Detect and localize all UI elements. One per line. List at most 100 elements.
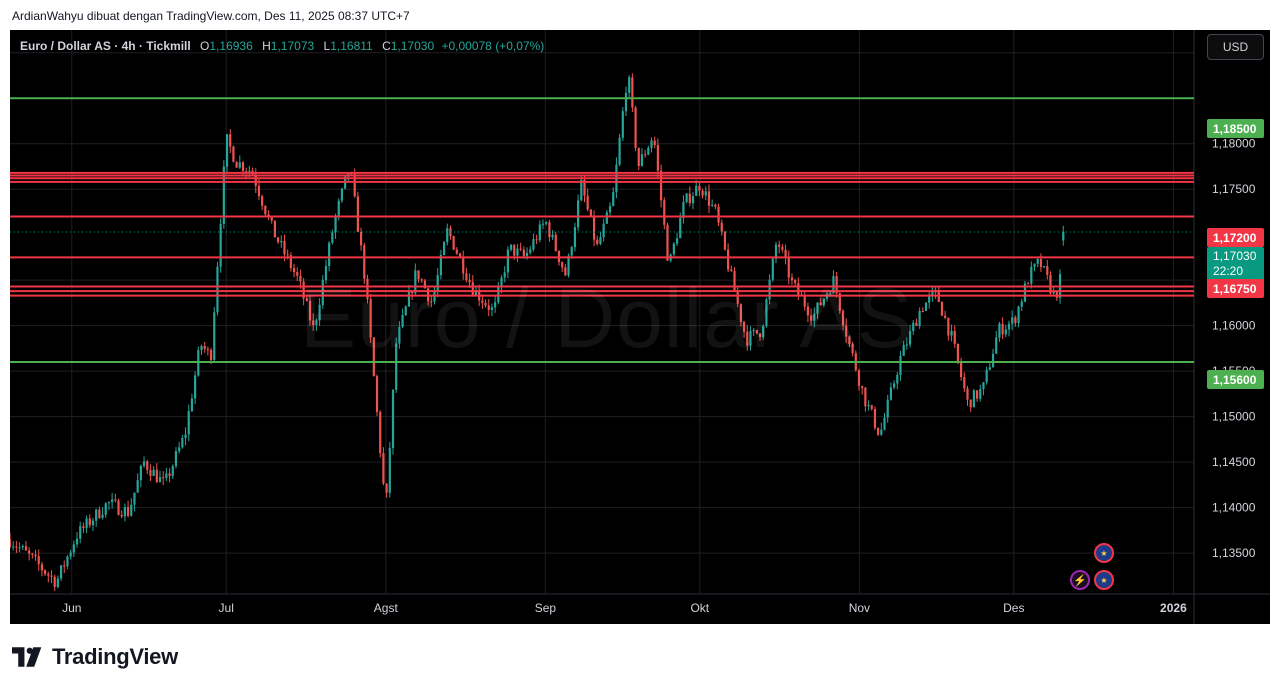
change-value: +0,00078 (+0,07%) bbox=[441, 39, 545, 53]
candle-body bbox=[181, 438, 184, 448]
chart-area[interactable]: 1,190001,180001,175001,165001,160001,155… bbox=[10, 30, 1270, 624]
candle-body bbox=[864, 387, 867, 407]
candle-body bbox=[500, 277, 503, 287]
candle-body bbox=[599, 237, 602, 244]
eu-flag-icon[interactable]: ★ bbox=[1094, 570, 1114, 590]
candle-body bbox=[509, 244, 513, 250]
candle-body bbox=[12, 546, 15, 548]
candle-body bbox=[133, 492, 136, 505]
candle-body bbox=[257, 185, 261, 197]
candle-body bbox=[423, 280, 427, 289]
candle-body bbox=[1001, 323, 1004, 335]
candle-body bbox=[219, 223, 222, 267]
candle-body bbox=[822, 298, 825, 306]
candle-body bbox=[688, 193, 691, 204]
candle-body bbox=[261, 196, 264, 206]
x-tick-label: Jul bbox=[219, 601, 234, 615]
candle-body bbox=[899, 355, 902, 375]
candle-body bbox=[975, 390, 979, 399]
candle-body bbox=[200, 345, 203, 351]
candle-body bbox=[286, 254, 289, 256]
candle-body bbox=[921, 310, 924, 312]
candle-body bbox=[363, 245, 366, 279]
candle-body bbox=[75, 538, 79, 545]
candle-body bbox=[586, 195, 589, 210]
candle-body bbox=[222, 166, 225, 224]
candle-body bbox=[698, 185, 701, 191]
candle-body bbox=[1017, 306, 1020, 324]
x-tick-label: Nov bbox=[849, 601, 870, 615]
candle-body bbox=[111, 499, 114, 503]
candle-body bbox=[803, 295, 806, 307]
price-tag-3[interactable]: 1,17030 22:20 bbox=[1207, 247, 1264, 281]
candle-body bbox=[462, 256, 465, 274]
candle-body bbox=[353, 173, 356, 197]
candle-body bbox=[988, 367, 991, 370]
chart-canvas[interactable]: 1,190001,180001,175001,165001,160001,155… bbox=[10, 30, 1270, 624]
candle-body bbox=[956, 343, 960, 362]
candle-body bbox=[640, 154, 644, 166]
candle-body bbox=[755, 329, 758, 334]
candle-body bbox=[69, 552, 72, 557]
candle-body bbox=[1023, 283, 1027, 302]
candle-body bbox=[624, 92, 628, 112]
candle-body bbox=[10, 539, 12, 547]
close-value: 1,17030 bbox=[390, 39, 435, 53]
candle-body bbox=[50, 575, 53, 577]
candle-body bbox=[612, 192, 615, 207]
candle-body bbox=[771, 258, 774, 280]
candle-body bbox=[21, 546, 24, 548]
lightning-icon[interactable]: ⚡ bbox=[1070, 570, 1090, 590]
candle-body bbox=[717, 206, 720, 223]
symbol-name[interactable]: Euro / Dollar AS · 4h · Tickmill bbox=[20, 39, 191, 53]
open-value: 1,16936 bbox=[209, 39, 253, 53]
currency-button[interactable]: USD bbox=[1207, 34, 1264, 60]
candle-body bbox=[366, 278, 369, 300]
candle-body bbox=[714, 204, 717, 207]
candle-body bbox=[318, 304, 321, 321]
candle-body bbox=[379, 411, 382, 454]
candle-body bbox=[490, 307, 494, 310]
price-tag-4[interactable]: 1,16750 bbox=[1207, 279, 1264, 298]
candle-body bbox=[283, 240, 286, 255]
candle-body bbox=[727, 249, 730, 270]
candle-body bbox=[273, 220, 277, 238]
candle-body bbox=[797, 283, 800, 295]
candle-body bbox=[107, 502, 111, 504]
candle-body bbox=[165, 473, 168, 478]
candle-body bbox=[245, 171, 248, 173]
candle-body bbox=[573, 227, 577, 248]
candle-body bbox=[209, 349, 213, 361]
candle-body bbox=[117, 500, 120, 515]
candle-body bbox=[538, 224, 541, 241]
candle-body bbox=[902, 344, 905, 356]
candle-body bbox=[280, 240, 283, 243]
candle-body bbox=[312, 320, 315, 326]
eu-flag-icon[interactable]: ★ bbox=[1094, 543, 1114, 563]
candle-body bbox=[577, 200, 580, 228]
candle-body bbox=[762, 326, 765, 338]
candle-body bbox=[602, 223, 605, 238]
price-tag-5[interactable]: 1,15600 bbox=[1207, 370, 1264, 389]
x-tick-label: Jun bbox=[62, 601, 81, 615]
candle-body bbox=[171, 466, 174, 476]
candle-body bbox=[1020, 301, 1023, 307]
price-tag-2[interactable]: 1,17200 bbox=[1207, 228, 1264, 247]
x-tick-label: Okt bbox=[690, 601, 709, 615]
candle-body bbox=[829, 293, 832, 295]
candle-body bbox=[187, 411, 190, 435]
candle-body bbox=[114, 499, 117, 501]
candle-body bbox=[513, 244, 516, 256]
candle-body bbox=[940, 302, 944, 316]
candle-body bbox=[340, 188, 344, 201]
candle-body bbox=[468, 280, 471, 283]
candle-body bbox=[436, 275, 439, 292]
candle-body bbox=[912, 322, 915, 332]
tradingview-logo[interactable]: TradingView bbox=[12, 644, 178, 670]
price-tag-1[interactable]: 1,18500 bbox=[1207, 119, 1264, 138]
candle-body bbox=[91, 520, 95, 526]
candle-body bbox=[682, 201, 685, 219]
candle-body bbox=[31, 553, 34, 555]
candle-body bbox=[985, 369, 988, 383]
candle-body bbox=[442, 242, 446, 255]
